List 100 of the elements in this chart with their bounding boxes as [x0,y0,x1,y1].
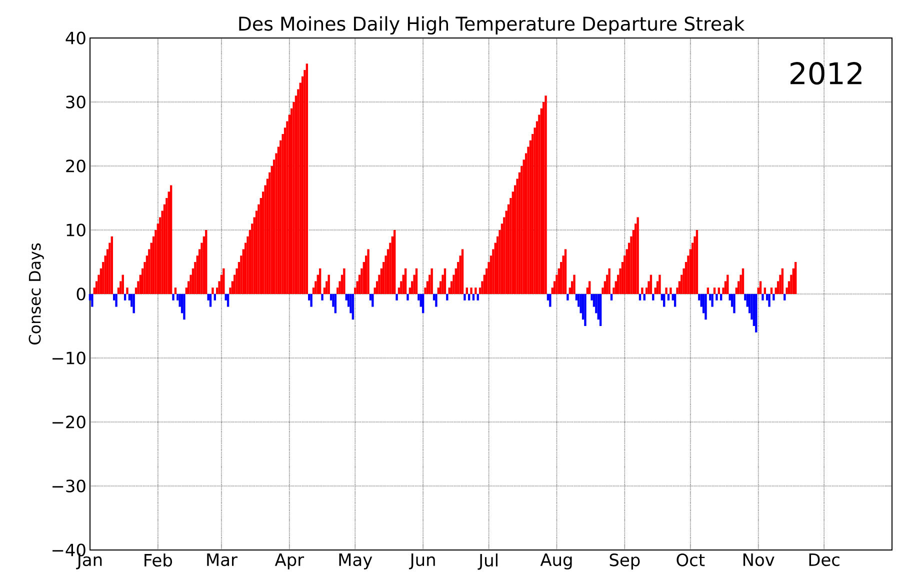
y-axis-title: Consec Days [28,243,44,344]
bar [415,268,418,294]
bar [764,288,766,294]
y-tick-label: 30 [66,96,86,108]
chart-title: Des Moines Daily High Temperature Departure Streak [239,16,745,34]
bar [716,294,718,300]
y-tick-label: 10 [66,224,86,236]
bar [446,294,448,300]
x-tick-label: Jun [408,554,435,570]
bar [212,288,214,294]
bar [718,288,720,294]
bar [762,294,764,300]
bar [122,274,124,294]
bar [652,294,654,300]
bar [665,288,668,294]
bar [658,274,661,294]
bar [372,294,374,307]
y-tick-label: 40 [66,32,86,44]
x-tick-label: Mar [207,554,238,566]
y-tick-label: 20 [66,160,86,172]
bar [720,294,722,300]
bar [476,294,479,300]
bar [226,294,230,307]
bar [461,249,464,294]
bar [650,274,652,294]
bar [794,262,797,294]
bar [464,294,466,300]
x-tick-label: Oct [676,554,705,566]
bar [706,288,710,294]
bar [466,288,468,294]
y-tick-label: −30 [52,480,86,492]
bar [172,294,174,300]
bar [396,294,398,300]
bar [474,288,477,294]
bar [306,64,308,294]
bar [674,294,676,307]
bar [772,294,775,300]
bar [643,294,646,300]
bar [430,268,433,294]
bar [115,294,118,307]
bar [670,288,672,294]
bar [170,185,172,294]
bar [393,230,396,294]
bar [696,230,698,294]
bar [759,281,762,294]
x-tick-label: Jul [478,554,498,570]
bar [704,294,707,320]
bar [91,294,94,307]
bar [610,294,613,300]
y-tick-label: 0 [76,288,86,300]
bar [770,288,773,294]
annotation: 2012 [790,62,862,85]
bar [470,288,472,294]
bar [318,268,322,294]
y-tick-label: −20 [52,416,86,428]
bar [132,294,135,314]
bar [667,294,670,300]
bar [222,268,225,294]
bar [321,294,324,300]
bar [205,230,208,294]
x-tick-label: Feb [144,554,172,567]
bar [711,294,714,307]
bar [367,249,370,294]
bar [549,294,552,307]
bar [404,268,407,294]
x-tick-label: Nov [743,554,774,566]
bar [588,281,591,294]
bar [124,294,126,300]
bar [742,268,744,294]
bar [214,294,216,300]
bar [641,288,644,294]
bar [328,274,330,294]
bar [599,294,602,326]
bar [110,236,114,294]
bar [768,294,770,307]
bar [343,268,346,294]
bar [663,294,666,307]
bar [209,294,212,307]
bar [726,274,729,294]
bar [183,294,186,320]
x-tick-label: Sep [610,554,640,570]
bar [174,288,177,294]
bar [784,294,786,300]
bar [584,294,586,326]
x-tick-label: May [339,554,372,570]
bar [544,96,547,294]
bar [406,294,409,300]
x-tick-label: Aug [540,554,572,570]
bar [310,294,312,307]
bar [755,294,758,332]
bar [781,268,784,294]
bar [566,294,569,300]
bar [733,294,736,314]
bar [422,294,424,314]
bar [713,288,716,294]
bar [573,274,576,294]
bar [352,294,354,320]
bar [608,268,610,294]
y-tick-label: −10 [52,352,86,364]
bar [468,294,470,300]
